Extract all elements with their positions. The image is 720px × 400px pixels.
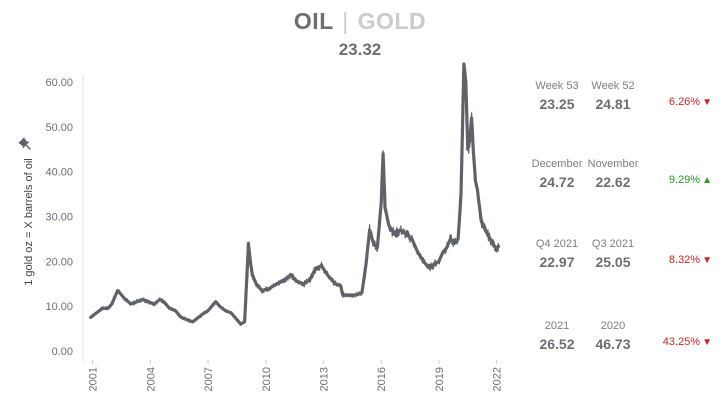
change-value: 43.25% (662, 336, 701, 348)
period-value: 24.72 (539, 174, 575, 190)
period-value: 24.81 (595, 96, 631, 112)
comparison-previous: Week 52 24.81 (578, 80, 648, 112)
period-value: 25.05 (595, 254, 631, 270)
arrow-down-icon: ▼ (702, 337, 712, 348)
current-ratio-value: 23.32 (338, 40, 382, 59)
change-percent: 8.32% ▼ (650, 254, 712, 266)
pin-icon[interactable] (18, 137, 34, 153)
x-tick-label: 2022 (492, 367, 504, 391)
y-tick-label: 0.00 (52, 346, 73, 358)
period-label: Week 52 (591, 80, 635, 92)
arrow-up-icon: ▲ (702, 175, 712, 186)
change-value: 9.29% (668, 174, 701, 186)
period-label: Q4 2021 (535, 238, 579, 250)
title-separator: | (342, 8, 349, 34)
title-gold: GOLD (357, 8, 427, 34)
y-tick-label: 20.00 (45, 256, 73, 268)
period-label: Q3 2021 (591, 238, 635, 250)
x-tick-label: 2004 (145, 367, 157, 391)
period-label: November (587, 158, 639, 170)
comparison-row: Week 53 23.25 Week 52 24.81 6.26% ▼ (522, 80, 712, 128)
y-axis-label: 1 gold oz = X barrels of oil (23, 158, 35, 286)
comparison-current: Week 53 23.25 (522, 80, 592, 112)
x-tick-label: 2019 (434, 367, 446, 391)
comparison-row: Q4 2021 22.97 Q3 2021 25.05 8.32% ▼ (522, 238, 712, 286)
y-axis-title-group: 1 gold oz = X barrels of oil (23, 158, 35, 286)
y-axis: 0.00 10.00 20.00 30.00 40.00 50.00 60.00 (45, 77, 73, 358)
comparison-row: December 24.72 November 22.62 9.29% ▲ (522, 158, 712, 206)
comparison-previous: 2020 46.73 (578, 320, 648, 352)
chart-title: OIL | GOLD (0, 8, 720, 35)
period-label: December (531, 158, 583, 170)
y-tick-label: 40.00 (45, 167, 73, 179)
period-label: 2021 (544, 320, 570, 332)
change-percent: 43.25% ▼ (650, 336, 712, 348)
change-percent: 9.29% ▲ (650, 174, 712, 186)
period-value: 26.52 (539, 336, 575, 352)
change-value: 6.26% (668, 96, 701, 108)
period-label: 2020 (600, 320, 626, 332)
arrow-down-icon: ▼ (702, 255, 712, 266)
period-value: 46.73 (595, 336, 631, 352)
y-tick-label: 50.00 (45, 122, 73, 134)
comparison-current: December 24.72 (522, 158, 592, 190)
x-tick-label: 2016 (376, 367, 388, 391)
series-line (89, 62, 501, 326)
arrow-down-icon: ▼ (702, 97, 712, 108)
x-tick-label: 2001 (88, 367, 100, 391)
y-tick-label: 10.00 (45, 301, 73, 313)
y-tick-label: 60.00 (45, 77, 73, 89)
period-value: 22.62 (595, 174, 631, 190)
y-tick-label: 30.00 (45, 212, 73, 224)
period-label: Week 53 (535, 80, 579, 92)
comparison-row: 2021 26.52 2020 46.73 43.25% ▼ (522, 320, 712, 368)
x-tick-label: 2007 (203, 367, 215, 391)
period-value: 22.97 (539, 254, 575, 270)
x-tick-label: 2013 (318, 367, 330, 391)
comparison-current: Q4 2021 22.97 (522, 238, 592, 270)
comparison-current: 2021 26.52 (522, 320, 592, 352)
period-value: 23.25 (539, 96, 575, 112)
x-tick-label: 2010 (261, 367, 273, 391)
comparison-previous: November 22.62 (578, 158, 648, 190)
change-value: 8.32% (668, 254, 701, 266)
series-line-texture (90, 63, 500, 326)
title-oil: OIL (293, 8, 334, 34)
x-axis: 2001 2004 2007 2010 2013 2016 2019 2022 (88, 360, 504, 391)
comparison-previous: Q3 2021 25.05 (578, 238, 648, 270)
change-percent: 6.26% ▼ (650, 96, 712, 108)
